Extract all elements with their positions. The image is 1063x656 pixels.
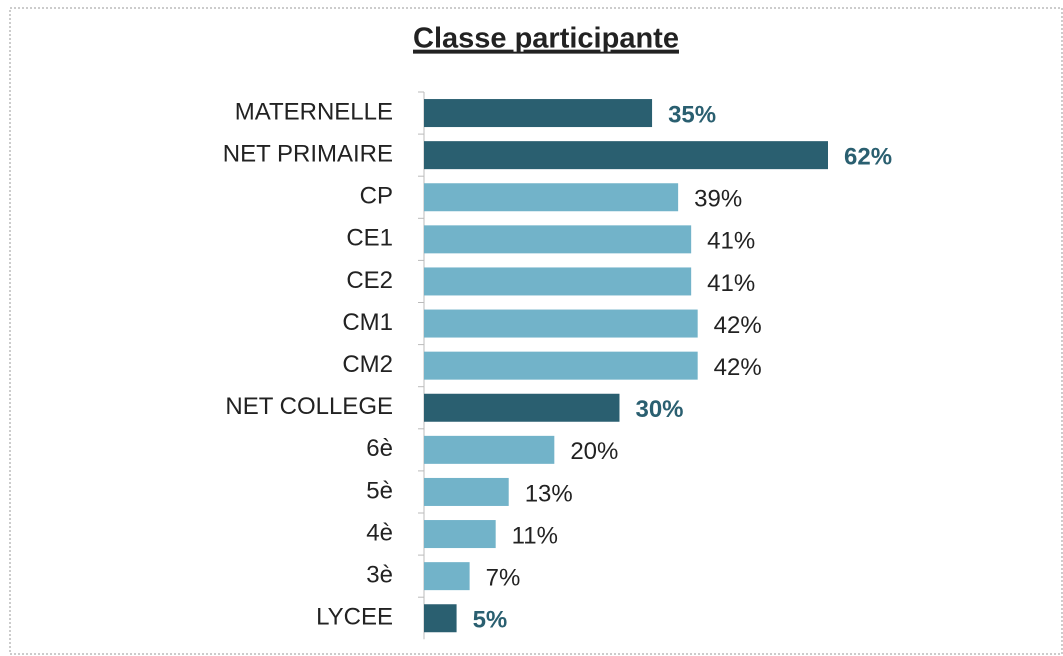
bar: [424, 309, 698, 338]
y-tick-label: 6è: [366, 435, 393, 462]
y-tick-label: CM2: [342, 351, 393, 378]
bar: [424, 99, 653, 128]
bar: [424, 604, 457, 633]
data-label: 41%: [707, 270, 755, 297]
data-label: 42%: [714, 354, 762, 381]
y-tick-label: CE1: [346, 225, 393, 252]
y-tick-label: NET COLLEGE: [225, 393, 393, 420]
data-label: 5%: [473, 607, 508, 634]
bar: [424, 141, 828, 170]
bar: [424, 183, 679, 212]
data-label: 41%: [707, 228, 755, 255]
data-label: 7%: [486, 564, 521, 591]
bar: [424, 435, 555, 464]
y-tick-label: 3è: [366, 561, 393, 588]
y-tick-label: CP: [360, 183, 393, 210]
y-tick-label: LYCEE: [316, 604, 393, 631]
data-label: 30%: [635, 396, 683, 423]
data-label: 42%: [714, 312, 762, 339]
bar: [424, 562, 470, 591]
data-label: 39%: [694, 186, 742, 213]
data-label: 13%: [525, 480, 573, 507]
bar: [424, 225, 692, 254]
y-tick-label: NET PRIMAIRE: [223, 140, 393, 167]
bar: [424, 520, 496, 549]
y-tick-label: 5è: [366, 477, 393, 504]
data-label: 20%: [570, 438, 618, 465]
y-tick-label: CM1: [342, 309, 393, 336]
data-label: 35%: [668, 101, 716, 128]
bar: [424, 393, 620, 422]
bar: [424, 267, 692, 296]
y-tick-label: CE2: [346, 267, 393, 294]
data-label: 11%: [512, 522, 558, 549]
data-label: 62%: [844, 143, 892, 170]
bar: [424, 351, 698, 380]
bar: [424, 477, 509, 506]
y-tick-label: MATERNELLE: [235, 98, 393, 125]
y-tick-label: 4è: [366, 519, 393, 546]
chart-title: Classe participante: [413, 23, 679, 55]
